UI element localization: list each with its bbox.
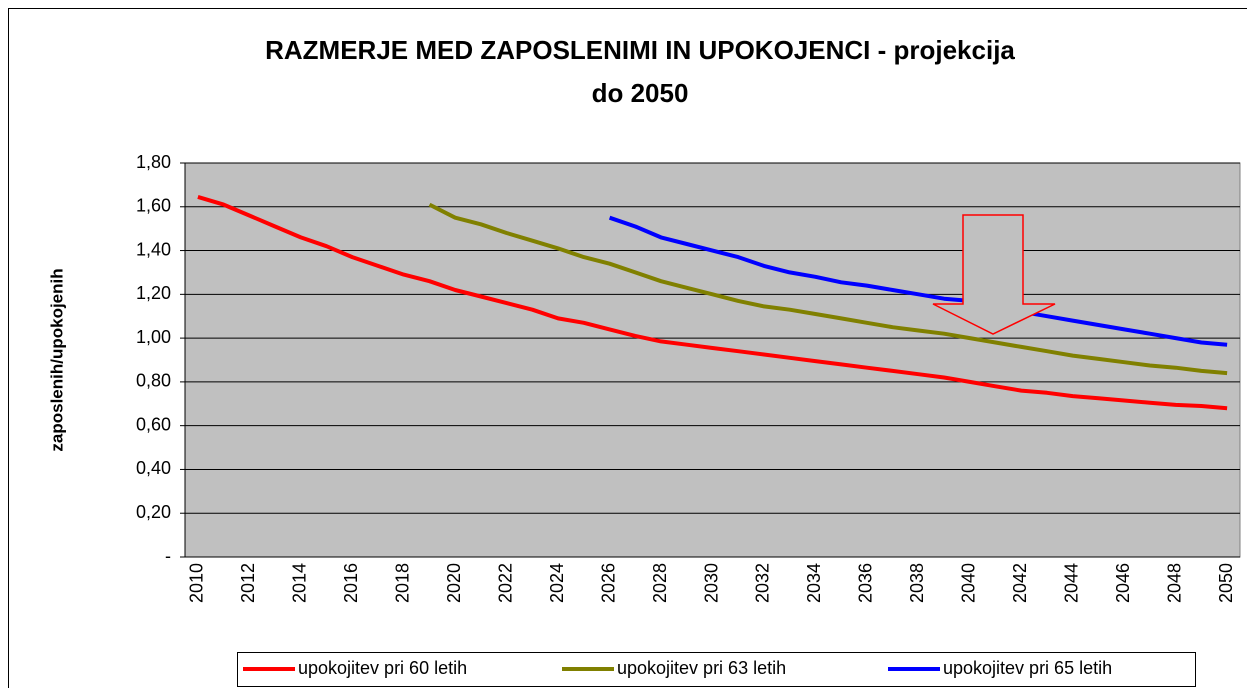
- y-tick-label: 0,80: [136, 371, 171, 391]
- x-tick-label: 2050: [1216, 563, 1236, 603]
- x-tick-label: 2038: [907, 563, 927, 603]
- x-tick-label: 2036: [856, 563, 876, 603]
- chart-title: RAZMERJE MED ZAPOSLENIMI IN UPOKOJENCI -…: [265, 35, 1015, 65]
- y-tick-label: -: [165, 546, 171, 566]
- x-tick-label: 2012: [238, 563, 258, 603]
- x-tick-label: 2028: [650, 563, 670, 603]
- x-tick-label: 2042: [1010, 563, 1030, 603]
- x-tick-label: 2030: [701, 563, 721, 603]
- y-tick-label: 1,60: [136, 196, 171, 216]
- x-tick-label: 2010: [187, 563, 207, 603]
- y-tick-label: 0,60: [136, 414, 171, 434]
- y-axis-label: zaposlenih/upokojenih: [47, 268, 66, 451]
- x-tick-label: 2034: [804, 563, 824, 603]
- plot-area: [184, 162, 1241, 558]
- legend-label: upokojitev pri 63 letih: [617, 658, 786, 678]
- legend-label: upokojitev pri 65 letih: [943, 658, 1112, 678]
- chart-title: do 2050: [592, 78, 689, 108]
- y-tick-label: 1,20: [136, 283, 171, 303]
- x-tick-label: 2040: [959, 563, 979, 603]
- x-tick-label: 2046: [1113, 563, 1133, 603]
- series-lines: [197, 194, 1228, 411]
- x-tick-label: 2016: [341, 563, 361, 603]
- legend: [237, 652, 1196, 687]
- arrow: [932, 214, 1056, 335]
- y-tick-label: 0,40: [136, 458, 171, 478]
- x-tick-label: 2032: [753, 563, 773, 603]
- series-line: [197, 194, 1228, 411]
- y-tick-label: 1,40: [136, 239, 171, 259]
- series-line: [428, 202, 1228, 376]
- x-tick-label: 2026: [598, 563, 618, 603]
- x-tick-label: 2022: [495, 563, 515, 603]
- x-tick-label: 2020: [444, 563, 464, 603]
- x-tick-label: 2044: [1061, 563, 1081, 603]
- y-tick-label: 0,20: [136, 502, 171, 522]
- x-tick-label: 2018: [392, 563, 412, 603]
- y-tick-label: 1,00: [136, 327, 171, 347]
- legend-label: upokojitev pri 60 letih: [298, 658, 467, 678]
- x-tick-label: 2024: [547, 563, 567, 603]
- y-tick-label: 1,80: [136, 152, 171, 172]
- x-tick-label: 2014: [290, 563, 310, 603]
- series-line: [608, 215, 1228, 347]
- x-tick-label: 2048: [1164, 563, 1184, 603]
